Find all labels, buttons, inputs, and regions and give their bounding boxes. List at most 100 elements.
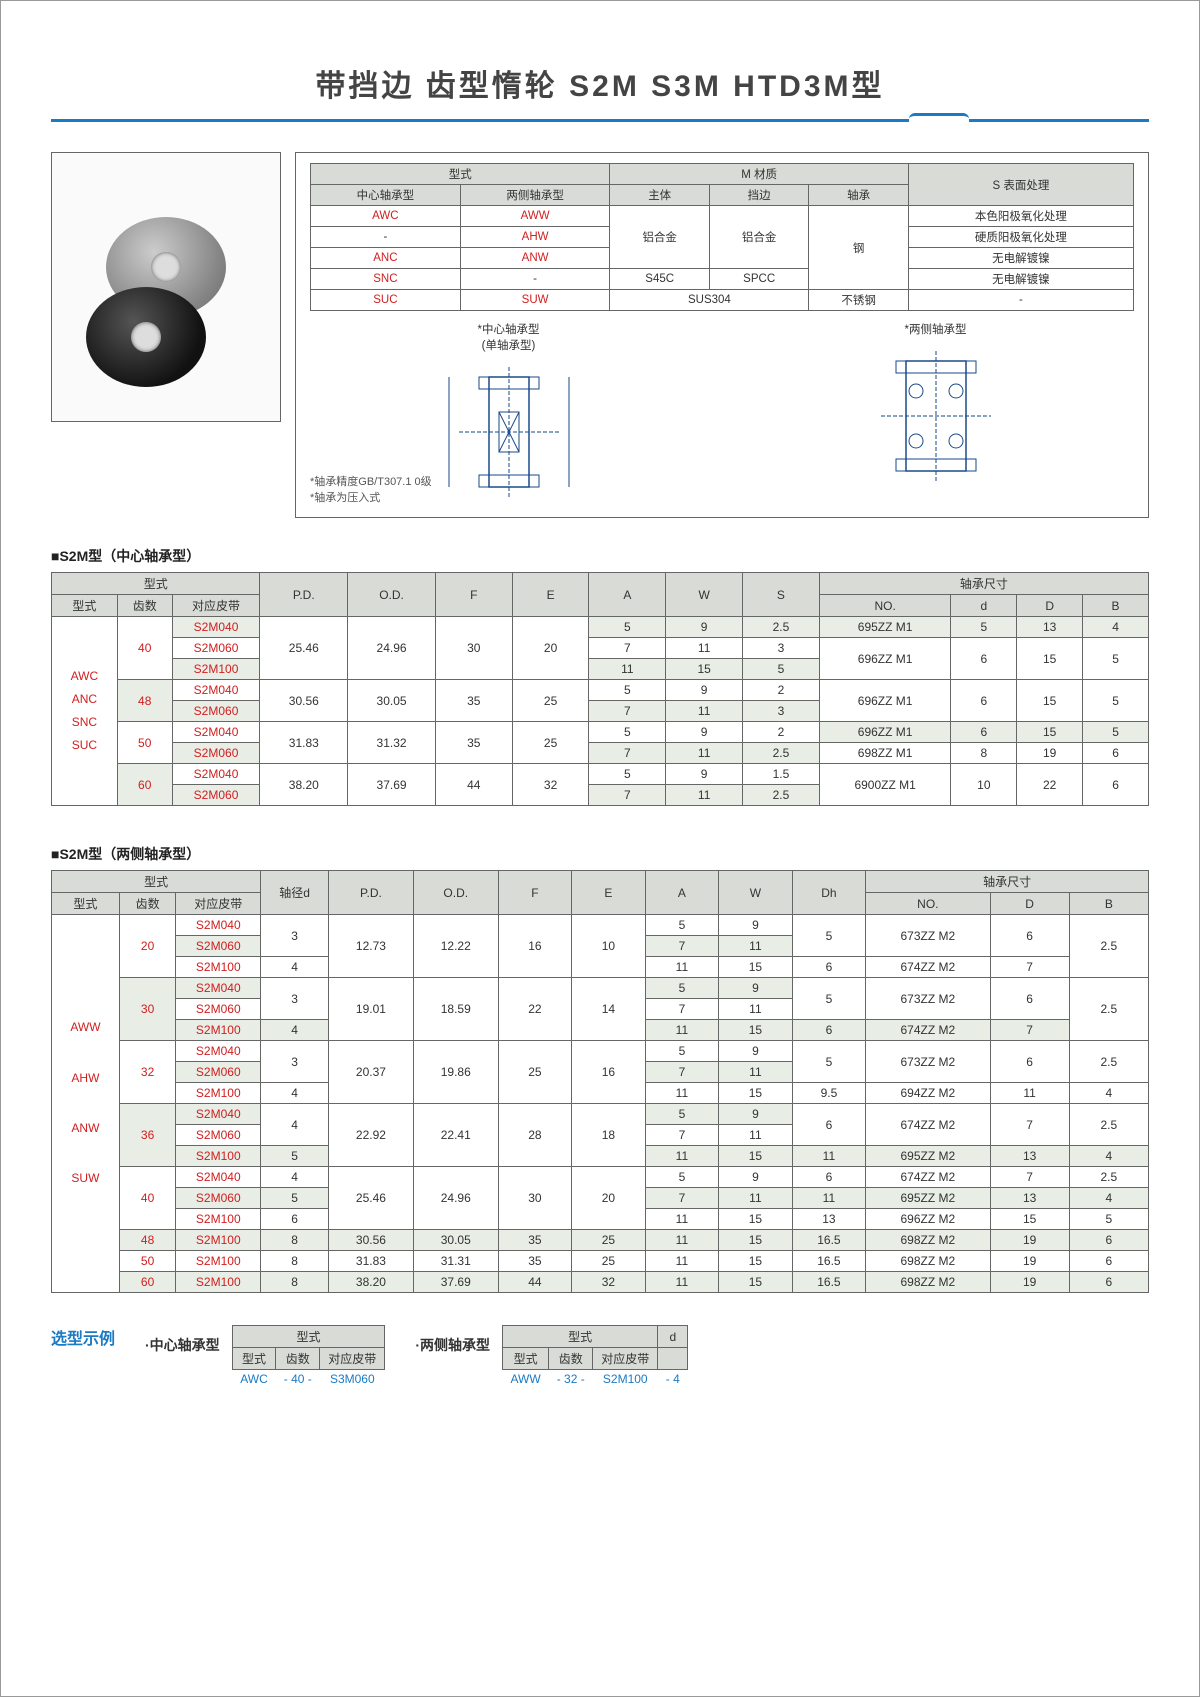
c-48-teeth: 48 <box>117 680 172 722</box>
s-g40-f: 30 <box>498 1167 572 1230</box>
hdr-belt: 对应皮带 <box>172 595 260 617</box>
mat-r4-m3: 不锈钢 <box>809 290 908 311</box>
s-g20-2-no: 674ZZ M2 <box>866 957 990 978</box>
sel-s-s2: 齿数 <box>549 1348 593 1370</box>
s-g30-0-dh: 5 <box>792 978 866 1020</box>
s-g40-1-dd: 13 <box>990 1188 1069 1209</box>
c-40-0-belt: S2M040 <box>172 617 260 638</box>
s-g36-pd: 22.92 <box>329 1104 414 1167</box>
sel-c-s2: 齿数 <box>276 1348 320 1370</box>
s-g48-w: 15 <box>719 1230 793 1251</box>
s-g50-od: 31.31 <box>413 1251 498 1272</box>
hdr-b: B <box>1083 595 1149 617</box>
sel-c-h1: 型式 <box>232 1326 385 1348</box>
mat-r3-m1: S45C <box>610 269 709 290</box>
diagram-row: *中心轴承型 (单轴承型) <box>310 321 1134 507</box>
s-hdr-pd: P.D. <box>329 871 414 915</box>
s-g36-0-a: 5 <box>645 1104 719 1125</box>
s-g32-pd: 20.37 <box>329 1041 414 1104</box>
c-48-1-s: 3 <box>743 701 820 722</box>
s-g50-teeth: 50 <box>119 1251 176 1272</box>
s-hdr-dh: Dh <box>792 871 866 915</box>
c-50-0-s: 2 <box>743 722 820 743</box>
c-50-0-dd: 15 <box>1017 722 1083 743</box>
c-50-0-b: 5 <box>1083 722 1149 743</box>
s-g30-f: 22 <box>498 978 572 1041</box>
s-g36-0-w: 9 <box>719 1104 793 1125</box>
c-50-0-w: 9 <box>666 722 743 743</box>
s-hdr-a: A <box>645 871 719 915</box>
s-g60-no: 698ZZ M2 <box>866 1272 990 1293</box>
s-g50-w: 15 <box>719 1251 793 1272</box>
hdr-dd: D <box>1017 595 1083 617</box>
c-40-pd: 25.46 <box>260 617 348 680</box>
footnotes: *轴承精度GB/T307.1 0级 *轴承为压入式 <box>310 473 432 505</box>
sel-c-e5: S3M060 <box>320 1370 385 1389</box>
c-60-0-a: 5 <box>589 764 666 785</box>
s-g40-0-b: 2.5 <box>1069 1167 1148 1188</box>
c-60-0-b: 6 <box>1083 764 1149 806</box>
s-g40-pd: 25.46 <box>329 1167 414 1230</box>
sel-s-e1: AWW <box>502 1370 548 1389</box>
s-g40-2-no: 696ZZ M2 <box>866 1209 990 1230</box>
s-g32-0-no: 673ZZ M2 <box>866 1041 990 1083</box>
hdr-w: W <box>666 573 743 617</box>
c-40-0-w: 9 <box>666 617 743 638</box>
footnote-2: *轴承为压入式 <box>310 489 432 505</box>
c-48-0-d: 6 <box>951 680 1017 722</box>
sel-s-h2: d <box>658 1326 688 1348</box>
mat-r4-m1: SUS304 <box>610 290 809 311</box>
c-60-0-d: 10 <box>951 764 1017 806</box>
c-40-od: 24.96 <box>348 617 436 680</box>
s-g30-2-dh: 6 <box>792 1020 866 1041</box>
c-60-0-belt: S2M040 <box>172 764 260 785</box>
c-40-1-belt: S2M060 <box>172 638 260 659</box>
s-g20-2-dh: 6 <box>792 957 866 978</box>
c-50-e: 25 <box>512 722 589 764</box>
mat-r2-c2: ANW <box>460 248 610 269</box>
s-hdr-od: O.D. <box>413 871 498 915</box>
c-type-col: AWC ANC SNC SUC <box>52 617 118 806</box>
s-g32-teeth: 32 <box>119 1041 176 1104</box>
c-60-pd: 38.20 <box>260 764 348 806</box>
s-g36-2-dh: 11 <box>792 1146 866 1167</box>
mat-sub-bearing: 轴承 <box>809 185 908 206</box>
s-g36-0-dd: 7 <box>990 1104 1069 1146</box>
sel-c-s3: 对应皮带 <box>320 1348 385 1370</box>
diagram-label-2: *两侧轴承型 <box>836 321 1036 337</box>
s-hdr-belt: 对应皮带 <box>176 893 261 915</box>
mat-r3-m2: SPCC <box>709 269 808 290</box>
s-hdr-no: NO. <box>866 893 990 915</box>
c-60-e: 32 <box>512 764 589 806</box>
sel-s-e5: S2M100 <box>593 1370 658 1389</box>
c-50-1-b: 6 <box>1083 743 1149 764</box>
s-g40-2-w: 15 <box>719 1209 793 1230</box>
s-g40-0-belt: S2M040 <box>176 1167 261 1188</box>
s-g32-1-belt: S2M060 <box>176 1062 261 1083</box>
c-50-1-a: 7 <box>589 743 666 764</box>
s-type-col: AWW AHW ANW SUW <box>52 915 120 1293</box>
s-g20-od: 12.22 <box>413 915 498 978</box>
s-g32-0-b: 2.5 <box>1069 1041 1148 1083</box>
s-g20-0-no: 673ZZ M2 <box>866 915 990 957</box>
s-g36-0-belt: S2M040 <box>176 1104 261 1125</box>
c-50-0-d: 6 <box>951 722 1017 743</box>
mat-r0-m2: 铝合金 <box>709 206 808 269</box>
hdr-no: NO. <box>819 595 951 617</box>
hdr-pd: P.D. <box>260 573 348 617</box>
s-g30-od: 18.59 <box>413 978 498 1041</box>
mat-r4-s: - <box>908 290 1133 311</box>
c-60-1-s: 2.5 <box>743 785 820 806</box>
sel-s-label: ·两侧轴承型 <box>415 1335 490 1355</box>
s-g40-1-sd: 5 <box>261 1188 329 1209</box>
s-g32-1-a: 7 <box>645 1062 719 1083</box>
c-48-0-dd: 15 <box>1017 680 1083 722</box>
s-g50-f: 35 <box>498 1251 572 1272</box>
s-hdr-sd: 轴径d <box>261 871 329 915</box>
s-g36-2-sd: 5 <box>261 1146 329 1167</box>
mat-hdr-type: 型式 <box>311 164 610 185</box>
c-50-1-no: 698ZZ M1 <box>819 743 951 764</box>
mat-r4-c1: SUC <box>311 290 461 311</box>
s-g50-a: 11 <box>645 1251 719 1272</box>
s-g36-2-b: 4 <box>1069 1146 1148 1167</box>
